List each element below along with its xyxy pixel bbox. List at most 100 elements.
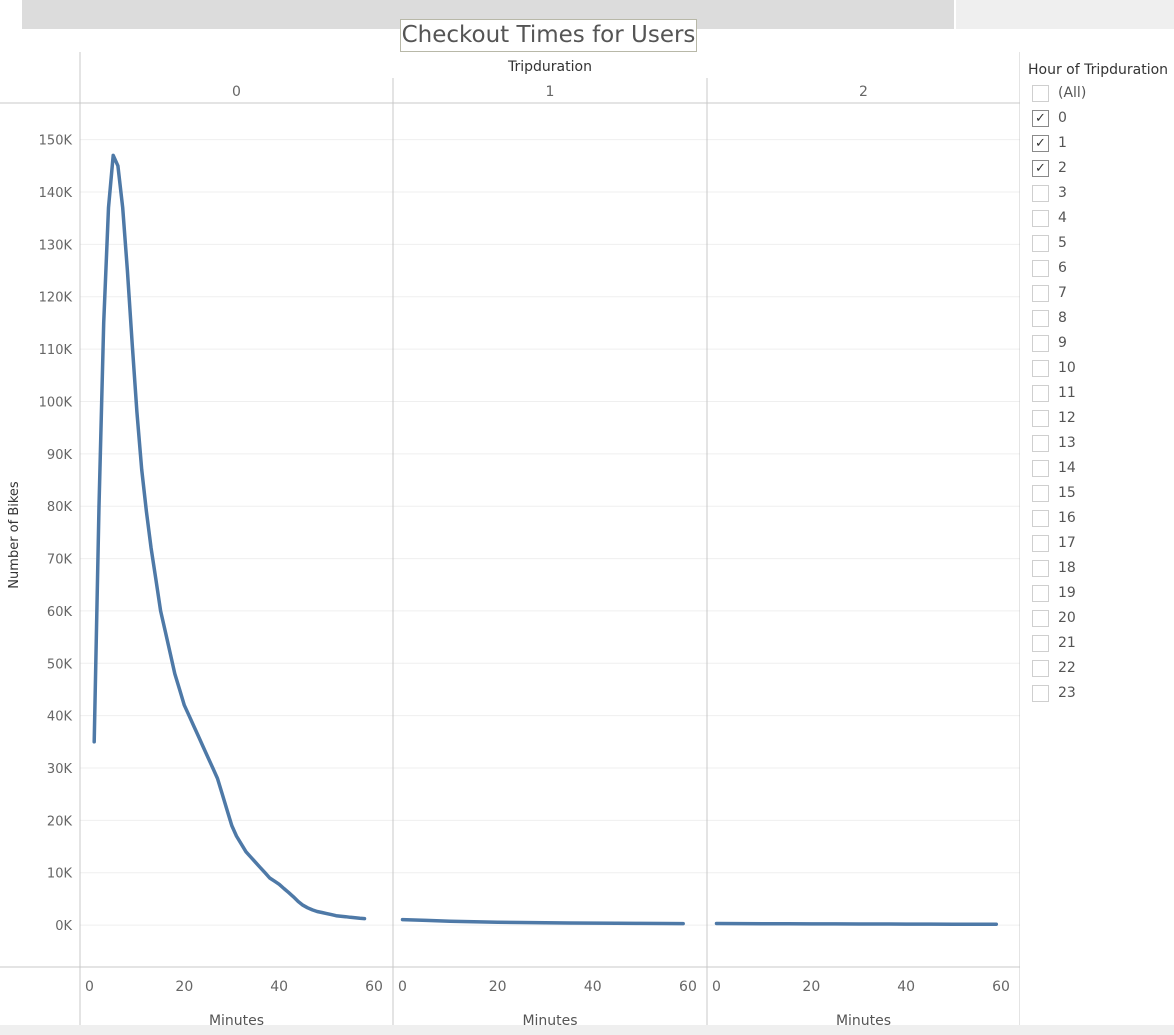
checkbox-empty-icon[interactable]	[1032, 309, 1049, 327]
chart-title: Checkout Times for Users	[400, 19, 697, 52]
checkbox-empty-icon[interactable]	[1032, 434, 1049, 452]
checkbox-empty-icon[interactable]	[1032, 459, 1049, 477]
legend-item-11[interactable]: 11	[1032, 383, 1076, 403]
y-axis-label: Number of Bikes	[7, 481, 22, 589]
legend-item-label: 10	[1058, 360, 1076, 376]
y-tick-label-15: 150K	[39, 134, 73, 149]
checkbox-empty-icon[interactable]	[1032, 234, 1049, 252]
legend-item-8[interactable]: 8	[1032, 308, 1067, 328]
legend-item-12[interactable]: 12	[1032, 408, 1076, 428]
y-tick-label-13: 130K	[39, 238, 73, 253]
x-tick-label-1-1: 20	[489, 979, 507, 995]
legend-item-label: 5	[1058, 235, 1067, 251]
legend-item-6[interactable]: 6	[1032, 258, 1067, 278]
legend-item-21[interactable]: 21	[1032, 633, 1076, 653]
x-tick-label-2-2: 40	[897, 979, 915, 995]
legend-item-1[interactable]: ✓ 1	[1032, 133, 1067, 153]
checkbox-empty-icon[interactable]	[1032, 84, 1049, 102]
y-tick-label-11: 110K	[39, 343, 73, 358]
y-tick-label-3: 30K	[47, 762, 73, 777]
legend-item-14[interactable]: 14	[1032, 458, 1076, 478]
legend-item-5[interactable]: 5	[1032, 233, 1067, 253]
checkbox-empty-icon[interactable]	[1032, 509, 1049, 527]
y-tick-label-8: 80K	[47, 500, 73, 515]
legend-item-label: 3	[1058, 185, 1067, 201]
legend-item-label: 23	[1058, 685, 1076, 701]
legend-item-label: 22	[1058, 660, 1076, 676]
legend-item-15[interactable]: 15	[1032, 483, 1076, 503]
y-tick-label-6: 60K	[47, 605, 73, 620]
checkbox-empty-icon[interactable]	[1032, 609, 1049, 627]
x-tick-label-1-2: 40	[584, 979, 602, 995]
legend-item-4[interactable]: 4	[1032, 208, 1067, 228]
checkbox-empty-icon[interactable]	[1032, 584, 1049, 602]
legend-item-9[interactable]: 9	[1032, 333, 1067, 353]
y-tick-label-2: 20K	[47, 814, 73, 829]
y-tick-label-4: 40K	[47, 710, 73, 725]
y-tick-label-1: 10K	[47, 867, 73, 882]
bottom-scroll-strip	[0, 1025, 1174, 1035]
checkbox-checked-icon[interactable]: ✓	[1032, 134, 1049, 152]
legend-item-label: 8	[1058, 310, 1067, 326]
checkbox-checked-icon[interactable]: ✓	[1032, 109, 1049, 127]
panel-header-0: 0	[232, 84, 241, 100]
checkbox-empty-icon[interactable]	[1032, 184, 1049, 202]
legend-item-22[interactable]: 22	[1032, 658, 1076, 678]
checkbox-empty-icon[interactable]	[1032, 384, 1049, 402]
series-line-panel-2	[714, 921, 999, 927]
checkbox-empty-icon[interactable]	[1032, 484, 1049, 502]
x-tick-label-2-1: 20	[802, 979, 820, 995]
legend-item-label: (All)	[1058, 85, 1087, 101]
legend-item-all[interactable]: (All)	[1032, 83, 1086, 103]
series-line-panel-0	[92, 153, 367, 921]
legend-item-13[interactable]: 13	[1032, 433, 1076, 453]
chart-area: Tripduration Number of Bikes 0K 10K 20K 30K 40…	[0, 52, 1020, 1029]
legend-item-23[interactable]: 23	[1032, 683, 1076, 703]
legend-item-label: 9	[1058, 335, 1067, 351]
legend-item-19[interactable]: 19	[1032, 583, 1076, 603]
legend-item-2[interactable]: ✓ 2	[1032, 158, 1067, 178]
legend-item-18[interactable]: 18	[1032, 558, 1076, 578]
legend-item-3[interactable]: 3	[1032, 183, 1067, 203]
x-tick-label-2-0: 0	[712, 979, 721, 995]
checkbox-empty-icon[interactable]	[1032, 409, 1049, 427]
legend-item-label: 1	[1058, 135, 1067, 151]
y-tick-label-12: 120K	[39, 291, 73, 306]
legend-item-17[interactable]: 17	[1032, 533, 1076, 553]
legend-item-label: 17	[1058, 535, 1076, 551]
legend-item-16[interactable]: 16	[1032, 508, 1076, 528]
column-header-label: Tripduration	[507, 59, 592, 75]
legend-item-label: 18	[1058, 560, 1076, 576]
checkbox-empty-icon[interactable]	[1032, 559, 1049, 577]
panel-header-1: 1	[546, 84, 555, 100]
legend-item-label: 21	[1058, 635, 1076, 651]
legend-title: Hour of Tripduration	[1028, 62, 1169, 78]
checkbox-empty-icon[interactable]	[1032, 659, 1049, 677]
legend-item-label: 19	[1058, 585, 1076, 601]
checkbox-empty-icon[interactable]	[1032, 334, 1049, 352]
legend-item-0[interactable]: ✓ 0	[1032, 108, 1067, 128]
legend-item-label: 2	[1058, 160, 1067, 176]
checkbox-checked-icon[interactable]: ✓	[1032, 159, 1049, 177]
checkbox-empty-icon[interactable]	[1032, 284, 1049, 302]
y-tick-label-7: 70K	[47, 553, 73, 568]
legend-item-20[interactable]: 20	[1032, 608, 1076, 628]
legend-item-10[interactable]: 10	[1032, 358, 1076, 378]
legend-item-label: 6	[1058, 260, 1067, 276]
checkbox-empty-icon[interactable]	[1032, 534, 1049, 552]
checkbox-empty-icon[interactable]	[1032, 634, 1049, 652]
y-tick-label-10: 100K	[39, 395, 73, 410]
checkbox-empty-icon[interactable]	[1032, 359, 1049, 377]
legend-item-label: 4	[1058, 210, 1067, 226]
legend-item-7[interactable]: 7	[1032, 283, 1067, 303]
x-tick-label-0-0: 0	[85, 979, 94, 995]
checkbox-empty-icon[interactable]	[1032, 684, 1049, 702]
x-tick-label-1-3: 60	[679, 979, 697, 995]
legend-item-label: 14	[1058, 460, 1076, 476]
legend-item-label: 12	[1058, 410, 1076, 426]
y-tick-label-14: 140K	[39, 186, 73, 201]
top-toolbar-strip-right	[956, 0, 1174, 29]
checkbox-empty-icon[interactable]	[1032, 259, 1049, 277]
checkbox-empty-icon[interactable]	[1032, 209, 1049, 227]
panel-header-2: 2	[859, 84, 868, 100]
